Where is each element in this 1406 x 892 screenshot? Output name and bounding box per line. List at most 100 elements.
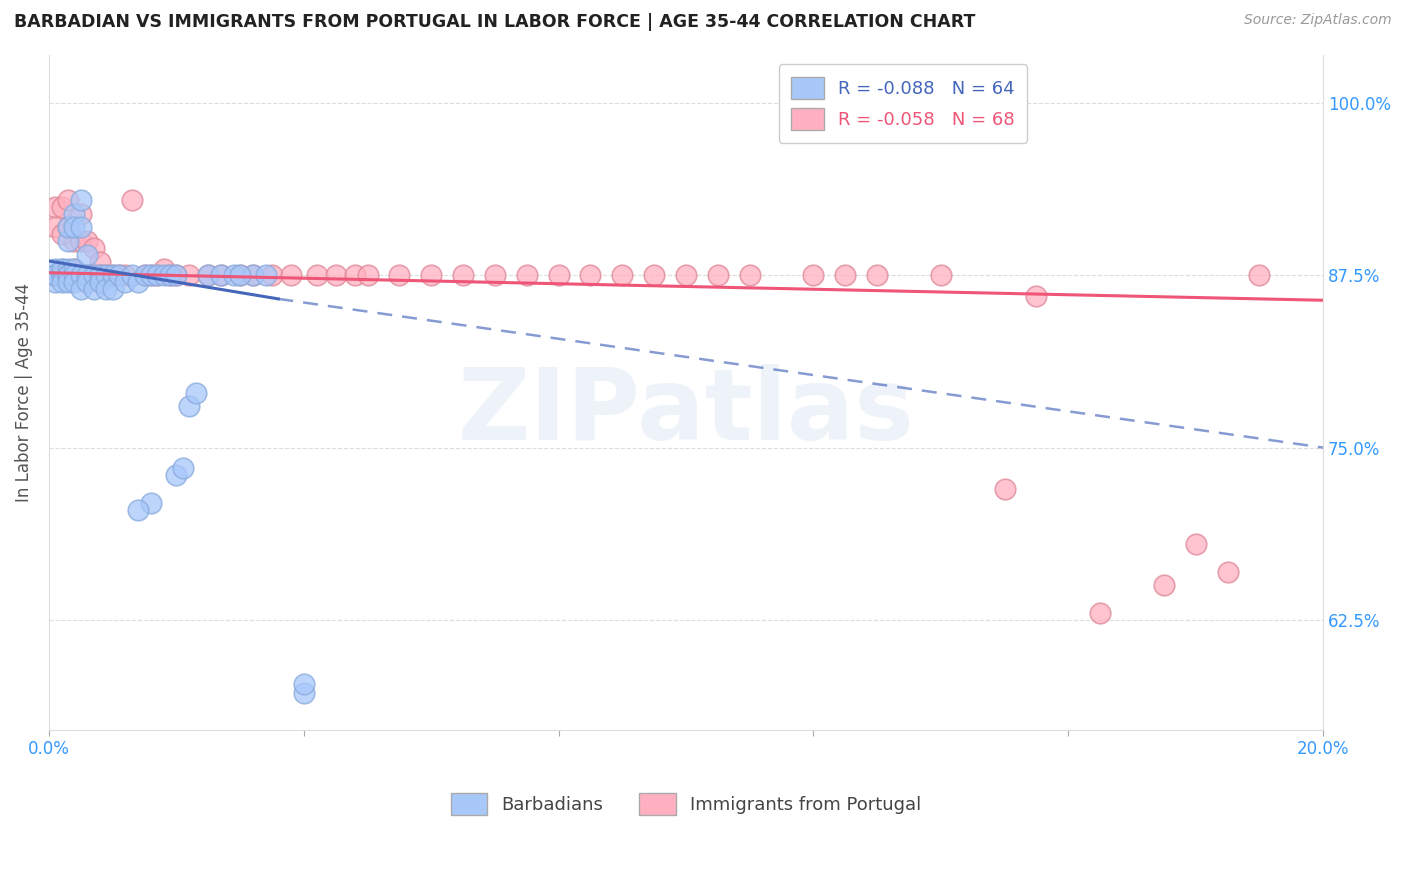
- Point: [134, 268, 156, 283]
- Point: [343, 268, 366, 283]
- Point: [1025, 289, 1047, 303]
- Point: [56, 268, 79, 283]
- Point: [484, 268, 506, 283]
- Text: Source: ZipAtlas.com: Source: ZipAtlas.com: [1244, 13, 1392, 28]
- Point: [707, 268, 730, 283]
- Point: [51, 268, 73, 283]
- Point: [51, 227, 73, 242]
- Point: [44, 268, 66, 283]
- Point: [44, 268, 66, 283]
- Point: [44, 276, 66, 290]
- Point: [139, 268, 162, 283]
- Point: [63, 276, 86, 290]
- Point: [114, 276, 136, 290]
- Point: [101, 282, 124, 296]
- Point: [152, 261, 174, 276]
- Point: [1216, 565, 1239, 579]
- Point: [83, 241, 105, 255]
- Point: [108, 268, 131, 283]
- Point: [89, 254, 111, 268]
- Point: [44, 268, 66, 283]
- Point: [197, 268, 219, 283]
- Point: [280, 268, 302, 283]
- Point: [76, 248, 98, 262]
- Point: [114, 268, 136, 283]
- Point: [159, 268, 181, 283]
- Point: [63, 234, 86, 248]
- Point: [76, 268, 98, 283]
- Point: [63, 261, 86, 276]
- Point: [229, 268, 252, 283]
- Point: [51, 200, 73, 214]
- Point: [56, 220, 79, 235]
- Point: [56, 261, 79, 276]
- Point: [56, 220, 79, 235]
- Point: [146, 268, 169, 283]
- Point: [51, 261, 73, 276]
- Point: [165, 268, 187, 283]
- Point: [44, 268, 66, 283]
- Legend: Barbadians, Immigrants from Portugal: Barbadians, Immigrants from Portugal: [444, 786, 928, 822]
- Point: [51, 276, 73, 290]
- Point: [121, 193, 143, 207]
- Point: [56, 193, 79, 207]
- Point: [139, 496, 162, 510]
- Point: [139, 268, 162, 283]
- Point: [89, 268, 111, 283]
- Point: [56, 268, 79, 283]
- Point: [69, 268, 91, 283]
- Point: [179, 268, 201, 283]
- Point: [63, 206, 86, 220]
- Point: [76, 268, 98, 283]
- Point: [69, 193, 91, 207]
- Point: [108, 268, 131, 283]
- Point: [159, 268, 181, 283]
- Point: [179, 399, 201, 413]
- Point: [738, 268, 761, 283]
- Point: [69, 268, 91, 283]
- Point: [242, 268, 264, 283]
- Point: [451, 268, 474, 283]
- Point: [292, 677, 315, 691]
- Text: BARBADIAN VS IMMIGRANTS FROM PORTUGAL IN LABOR FORCE | AGE 35-44 CORRELATION CHA: BARBADIAN VS IMMIGRANTS FROM PORTUGAL IN…: [14, 13, 976, 31]
- Point: [197, 268, 219, 283]
- Point: [1153, 578, 1175, 592]
- Point: [165, 268, 187, 283]
- Point: [101, 268, 124, 283]
- Point: [127, 276, 149, 290]
- Point: [305, 268, 328, 283]
- Point: [184, 385, 207, 400]
- Point: [1088, 606, 1111, 620]
- Point: [44, 268, 66, 283]
- Point: [96, 268, 118, 283]
- Point: [69, 220, 91, 235]
- Point: [63, 268, 86, 283]
- Point: [44, 268, 66, 283]
- Point: [612, 268, 634, 283]
- Text: ZIPatlas: ZIPatlas: [457, 364, 914, 461]
- Point: [994, 482, 1017, 496]
- Point: [76, 268, 98, 283]
- Point: [96, 268, 118, 283]
- Point: [325, 268, 347, 283]
- Point: [547, 268, 569, 283]
- Point: [121, 268, 143, 283]
- Point: [172, 461, 194, 475]
- Point: [388, 268, 411, 283]
- Point: [44, 200, 66, 214]
- Point: [89, 268, 111, 283]
- Point: [56, 276, 79, 290]
- Point: [63, 268, 86, 283]
- Point: [675, 268, 697, 283]
- Point: [152, 268, 174, 283]
- Point: [134, 268, 156, 283]
- Point: [254, 268, 277, 283]
- Point: [356, 268, 378, 283]
- Point: [69, 282, 91, 296]
- Point: [56, 268, 79, 283]
- Point: [420, 268, 443, 283]
- Point: [51, 268, 73, 283]
- Point: [76, 276, 98, 290]
- Point: [69, 234, 91, 248]
- Point: [44, 220, 66, 235]
